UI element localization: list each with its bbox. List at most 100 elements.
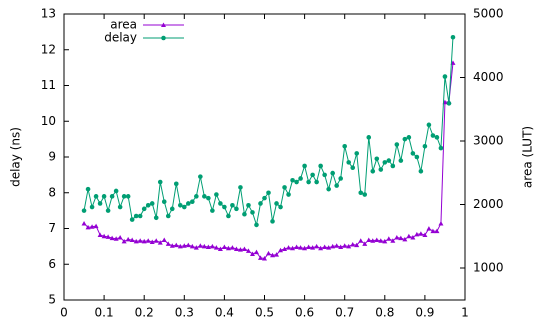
marker (173, 181, 179, 187)
marker (342, 243, 348, 248)
marker (298, 176, 303, 181)
marker (370, 169, 376, 174)
marker (262, 255, 267, 261)
marker (282, 185, 287, 190)
marker (374, 237, 380, 243)
marker (266, 250, 272, 256)
marker (141, 238, 147, 244)
marker (382, 160, 388, 165)
marker (322, 244, 328, 250)
marker (386, 236, 392, 241)
marker (278, 204, 283, 210)
marker (362, 192, 368, 197)
marker (306, 179, 311, 185)
marker (230, 202, 235, 208)
marker (177, 243, 183, 249)
marker (182, 204, 187, 210)
marker (105, 208, 111, 213)
marker (278, 247, 284, 253)
marker (202, 194, 207, 199)
marker (430, 228, 436, 234)
marker (226, 213, 231, 219)
x-tick-label: 0.9 (415, 306, 434, 320)
marker (318, 245, 324, 251)
y-tick-label: 8 (48, 185, 56, 199)
marker (274, 201, 279, 206)
x-tick-label: 0.8 (375, 306, 394, 320)
marker (169, 206, 175, 212)
marker (422, 232, 428, 237)
y2-tick-label: 3000 (473, 133, 504, 147)
x-tick-label: 1 (461, 306, 469, 320)
marker (258, 201, 263, 206)
marker (378, 167, 384, 172)
y2-tick-label: 2000 (473, 197, 504, 211)
x-tick-label: 0 (60, 306, 68, 320)
marker (290, 245, 296, 251)
marker (366, 237, 372, 243)
marker (109, 194, 115, 199)
marker (290, 177, 295, 183)
x-tick-label: 0.7 (335, 306, 354, 320)
marker (342, 143, 348, 149)
marker (434, 228, 440, 234)
marker (161, 35, 166, 41)
marker (222, 204, 227, 210)
x-tick-label: 0.2 (135, 306, 154, 320)
marker (398, 235, 404, 241)
marker (245, 248, 251, 253)
marker (394, 142, 400, 147)
marker (282, 246, 288, 251)
marker (85, 186, 91, 192)
marker (358, 190, 364, 196)
marker (218, 201, 223, 206)
marker (238, 185, 243, 190)
marker (406, 233, 412, 239)
marker (346, 160, 352, 165)
marker (326, 186, 331, 192)
marker (237, 247, 243, 252)
marker (105, 234, 111, 239)
marker (286, 245, 292, 250)
marker (314, 179, 319, 185)
marker (129, 237, 135, 243)
marker (133, 213, 139, 219)
marker (374, 156, 380, 162)
marker (450, 34, 456, 40)
marker (302, 245, 308, 251)
marker (89, 204, 95, 210)
marker (225, 245, 231, 251)
marker (306, 244, 312, 250)
marker (145, 202, 151, 208)
marker (410, 235, 416, 240)
marker (217, 246, 223, 251)
marker (330, 243, 336, 249)
marker (446, 101, 452, 106)
marker (418, 231, 424, 236)
marker (250, 210, 255, 215)
marker (85, 224, 91, 230)
marker (398, 158, 404, 163)
marker (394, 235, 400, 240)
marker (93, 223, 99, 229)
marker (402, 236, 408, 242)
marker (422, 143, 428, 149)
y2-axis-label: area (LUT) (521, 126, 535, 188)
marker (157, 179, 163, 185)
marker (206, 195, 211, 201)
marker (89, 224, 95, 229)
marker (242, 211, 247, 217)
marker (270, 252, 276, 258)
marker (334, 243, 340, 248)
marker (246, 202, 251, 208)
marker (346, 243, 352, 249)
marker (165, 241, 171, 246)
marker (149, 201, 155, 206)
marker (418, 169, 424, 174)
marker (117, 204, 123, 210)
marker (153, 215, 159, 221)
marker (214, 192, 219, 197)
marker (382, 238, 388, 244)
x-tick-label: 0.4 (215, 306, 234, 320)
marker (113, 236, 119, 241)
